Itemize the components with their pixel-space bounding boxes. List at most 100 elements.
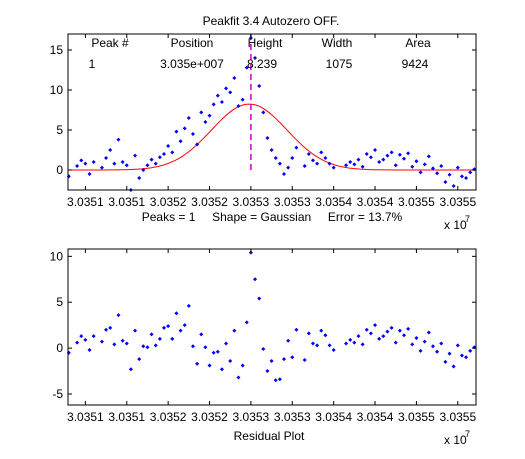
residual-data-point <box>261 347 266 352</box>
residual-data-point <box>352 340 357 345</box>
residual-data-point <box>174 311 179 316</box>
top-data-point <box>418 170 423 175</box>
residual-data-point <box>99 339 104 344</box>
residual-xtick-label: 3.0351 <box>108 410 145 424</box>
top-data-point <box>149 157 154 162</box>
residual-data-point <box>273 378 278 383</box>
top-xtick-label: 3.0351 <box>67 195 104 209</box>
top-data-point <box>364 152 369 156</box>
residual-data-point <box>265 369 270 374</box>
top-xtick-label: 3.0355 <box>398 195 435 209</box>
top-data-point <box>439 164 444 168</box>
residual-data-point <box>178 328 183 333</box>
residual-data-point <box>306 331 311 336</box>
residual-data-point <box>203 345 208 350</box>
top-ytick-label: 5 <box>56 123 63 137</box>
residual-data-point <box>385 329 390 334</box>
residual-plot-x-exponent: x 10 7 <box>444 429 470 447</box>
residual-data-point <box>75 340 80 345</box>
residual-data-point <box>232 328 237 333</box>
top-data-point <box>211 102 216 107</box>
top-data-point <box>290 156 295 160</box>
residual-plot-axes-box <box>67 248 477 406</box>
top-ytick-label: 10 <box>50 83 64 97</box>
peak-table: Peak # Position Height Width Area 1 3.035e+007… <box>89 36 431 71</box>
top-plot-x-exponent: x 10 7 <box>444 214 470 232</box>
peak-table-cell: 3.035e+007 <box>160 57 224 71</box>
peak-table-header: Area <box>405 36 431 50</box>
top-x-exponent-base: x 10 <box>444 218 467 232</box>
top-data-point <box>327 161 332 166</box>
residual-data-point <box>170 336 175 341</box>
top-xtick-label: 3.0353 <box>274 195 311 209</box>
top-data-point <box>265 136 270 140</box>
top-data-point <box>224 86 229 91</box>
top-data-point <box>294 145 299 150</box>
top-data-point <box>373 148 378 152</box>
top-data-point <box>377 160 382 164</box>
top-data-point <box>368 155 373 160</box>
top-plot: Peakfit 3.4 Autozero OFF. Peak # Position… <box>50 14 477 232</box>
residual-data-point <box>435 349 440 354</box>
residual-data-point <box>240 363 245 368</box>
top-data-point <box>104 156 109 160</box>
residual-data-point <box>439 341 444 346</box>
residual-data-point <box>406 326 411 331</box>
top-data-point <box>261 110 266 115</box>
top-data-point <box>447 172 452 177</box>
residual-data-point <box>348 337 353 342</box>
top-data-point <box>124 163 129 168</box>
top-data-point <box>116 137 121 142</box>
top-data-point <box>360 164 365 169</box>
top-data-point <box>166 144 171 148</box>
top-data-point <box>269 148 274 152</box>
top-data-point <box>137 176 142 180</box>
residual-xtick-label: 3.0353 <box>233 410 270 424</box>
top-plot-xlabel: Peaks = 1 Shape = Gaussian Error = 13.7% <box>142 210 403 224</box>
residual-data-point <box>364 327 369 332</box>
residual-plot-axes: -5 0 5 10 3.0351 3.0351 3.0352 3.0352 3.0353 3.03… <box>50 249 476 424</box>
top-data-point <box>273 156 278 160</box>
top-data-point <box>406 151 411 156</box>
residual-data-point <box>133 328 138 333</box>
top-data-point <box>426 154 431 159</box>
top-data-point <box>170 150 175 155</box>
peak-table-header: Height <box>248 36 283 50</box>
residual-data-point <box>327 343 332 348</box>
residual-ytick-label: -5 <box>52 387 63 401</box>
residual-data-point <box>277 377 282 382</box>
top-data-point <box>219 100 224 104</box>
top-data-point <box>182 126 187 131</box>
residual-data-point <box>377 336 382 341</box>
peak-table-header: Width <box>322 36 353 50</box>
top-data-point <box>414 159 419 164</box>
top-ytick-label: 0 <box>56 163 63 177</box>
bot-x-exponent-base: x 10 <box>444 433 467 447</box>
residual-data-point <box>153 343 158 348</box>
residual-xtick-label: 3.0355 <box>398 410 435 424</box>
top-data-point <box>385 153 390 158</box>
residual-plot-xlabel: Residual Plot <box>234 429 305 443</box>
top-data-point <box>451 184 456 188</box>
residual-data-point <box>464 355 469 360</box>
residual-data-point <box>410 342 415 347</box>
top-data-point <box>397 152 402 157</box>
residual-data-point <box>211 350 216 355</box>
residual-data-point <box>244 320 249 325</box>
top-data-point <box>282 172 286 176</box>
residual-data-point <box>451 364 456 369</box>
top-data-point <box>443 180 448 184</box>
top-data-point <box>108 148 113 152</box>
top-data-point <box>402 156 406 161</box>
top-data-point <box>120 160 125 164</box>
residual-data-point <box>397 328 402 333</box>
residual-data-point <box>402 333 406 338</box>
top-data-point <box>215 93 220 98</box>
top-data-point <box>112 161 117 166</box>
top-xtick-label: 3.0352 <box>150 195 187 209</box>
residual-data-point <box>315 343 320 348</box>
residual-data-point <box>356 334 361 339</box>
top-data-point <box>244 65 249 70</box>
residual-data-point <box>381 334 386 339</box>
residual-data-point <box>282 357 286 362</box>
